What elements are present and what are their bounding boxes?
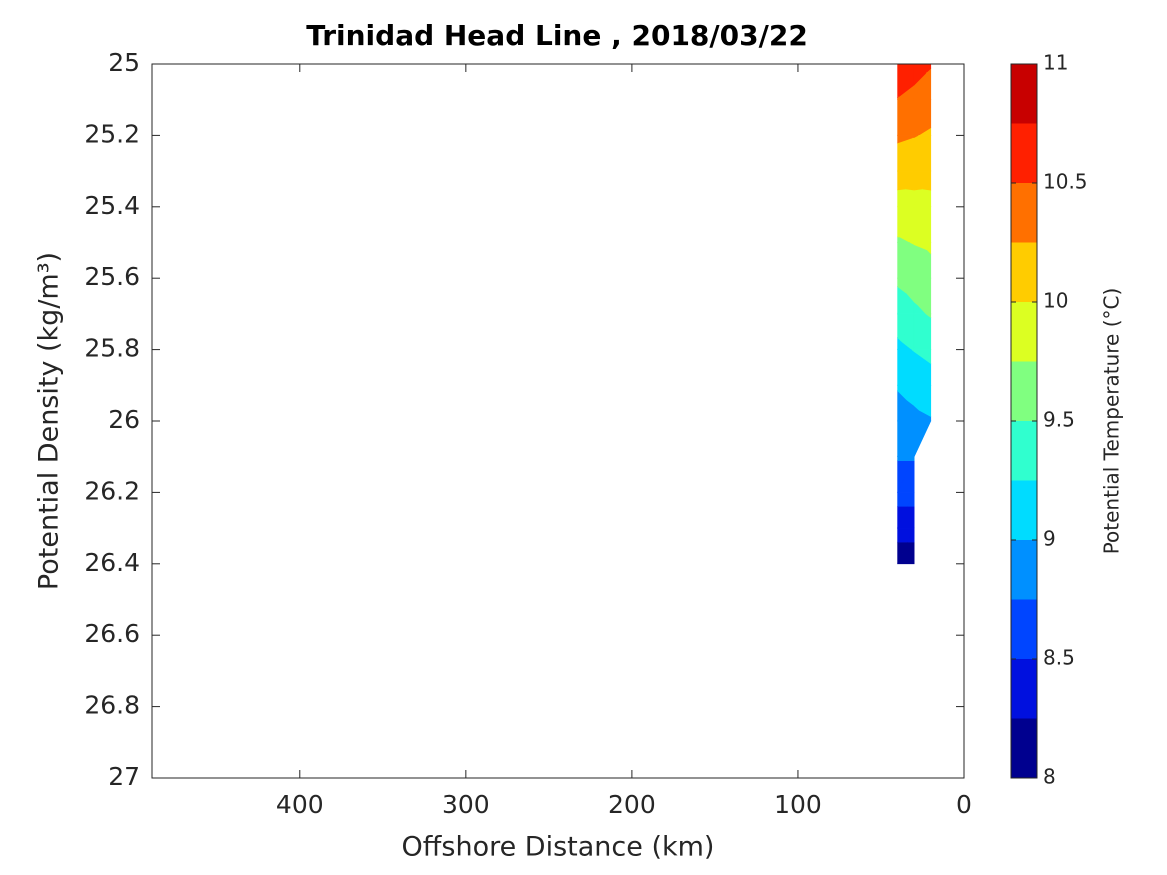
- y-tick-label: 25.4: [84, 191, 140, 220]
- colorbar-band: [1011, 540, 1037, 600]
- y-axis-label: Potential Density (kg/m³): [34, 252, 65, 590]
- colorbar-tick-label: 9.5: [1043, 408, 1075, 432]
- contour-band: [922, 170, 932, 191]
- colorbar-band: [1011, 64, 1037, 124]
- x-tick-label: 300: [442, 790, 490, 819]
- colorbar-band: [1011, 599, 1037, 659]
- colorbar-tick-label: 10: [1043, 289, 1068, 313]
- contour-band: [925, 349, 932, 365]
- contour-band: [911, 456, 915, 461]
- y-tick-label: 25: [108, 48, 140, 77]
- colorbar-tick-label: 9: [1043, 527, 1056, 551]
- x-tick-label: 0: [956, 790, 972, 819]
- y-tick-label: 27: [108, 762, 140, 791]
- y-tick-label: 26.4: [84, 548, 140, 577]
- colorbar-band: [1011, 659, 1037, 719]
- colorbar-band: [1011, 183, 1037, 243]
- colorbar-tick-label: 10.5: [1043, 170, 1088, 194]
- contour-band: [929, 313, 932, 319]
- plot-area: [897, 63, 932, 565]
- contour-band: [897, 456, 915, 461]
- colorbar-tick-label: 11: [1043, 51, 1068, 75]
- contour-band: [907, 527, 915, 543]
- contour-band: [913, 135, 919, 138]
- x-tick-label: 200: [608, 790, 656, 819]
- y-tick-label: 26.2: [84, 476, 140, 505]
- x-axis-label: Offshore Distance (km): [402, 832, 715, 863]
- chart-title: Trinidad Head Line , 2018/03/22: [306, 19, 808, 52]
- contour-band: [913, 420, 932, 457]
- contour-band: [918, 385, 932, 418]
- colorbar-band: [1011, 421, 1037, 481]
- colorbar-band: [1011, 302, 1037, 362]
- colorbar-tick-label: 8: [1043, 765, 1056, 789]
- x-tick-label: 100: [774, 790, 822, 819]
- y-tick-label: 25.2: [84, 119, 140, 148]
- contour-band: [926, 242, 932, 255]
- contour-band: [926, 63, 932, 73]
- colorbar-tick-label: 8.5: [1043, 646, 1075, 670]
- colorbar-band: [1011, 361, 1037, 421]
- y-tick-label: 26: [108, 405, 140, 434]
- colorbar-band: [1011, 718, 1037, 778]
- colorbar-label: Potential Temperature (°C): [1100, 288, 1124, 555]
- x-tick-label: 400: [276, 790, 324, 819]
- colorbar-band: [1011, 480, 1037, 540]
- contour-band: [907, 492, 915, 507]
- y-tick-label: 25.8: [84, 334, 140, 363]
- y-tick-label: 26.6: [84, 619, 140, 648]
- colorbar-band: [1011, 123, 1037, 183]
- y-tick-label: 25.6: [84, 262, 140, 291]
- y-tick-label: 26.8: [84, 691, 140, 720]
- colorbar-band: [1011, 242, 1037, 302]
